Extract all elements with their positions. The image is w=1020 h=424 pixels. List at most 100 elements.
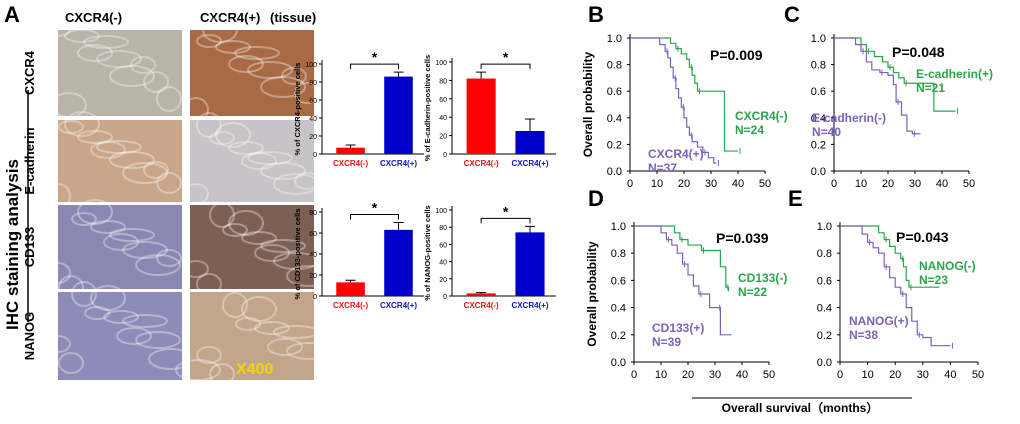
bar-tick-label: 40 <box>439 260 447 267</box>
tissue-texture <box>122 241 168 259</box>
tissue-texture <box>222 223 248 237</box>
tissue-texture <box>143 71 169 93</box>
tissue-texture <box>196 34 222 48</box>
tissue-texture <box>45 262 71 284</box>
tissue-texture <box>294 172 320 190</box>
km-pvalue: P=0.048 <box>892 44 945 60</box>
tissue-texture <box>90 141 126 159</box>
km-xtick-label: 50 <box>963 178 975 190</box>
tissue-texture <box>122 314 168 328</box>
km-ytick-label: 0.2 <box>817 330 832 342</box>
ihc-row-label: CXCR4 <box>22 50 37 95</box>
bar-category-label: CXCR4(+) <box>380 159 417 168</box>
tissue-texture <box>294 82 320 104</box>
km-ytick-label: 0.0 <box>817 357 832 369</box>
km-plot-km-B: B 0.0 0.2 0.4 0.6 0.8 1.0 0 10 20 30 40 50 Overall pr… <box>581 2 788 190</box>
ihc-tile <box>58 205 182 289</box>
tissue-texture <box>64 111 100 137</box>
bar-ylabel: % of CXCR4-positive cells <box>293 63 302 156</box>
survival-xlabel: Overall survival（months） <box>722 400 879 415</box>
km-series-label: CXCR4(-) <box>735 109 788 123</box>
bar-tick-label: 60 <box>439 97 447 104</box>
km-xtick-label: 10 <box>861 369 873 381</box>
km-xtick-label: 20 <box>678 178 690 190</box>
bar-tick-label: 80 <box>439 225 447 232</box>
km-xtick-label: 50 <box>763 369 775 381</box>
km-xtick-label: 0 <box>831 178 837 190</box>
significance-bracket <box>350 63 399 70</box>
tissue-texture <box>260 239 306 253</box>
tissue-texture <box>84 306 110 320</box>
km-ytick-label: 0.4 <box>817 303 832 315</box>
tissue-texture <box>64 29 100 43</box>
tissue-texture <box>267 338 303 356</box>
bar-tick-label: 60 <box>309 98 317 105</box>
km-ytick-label: 0.2 <box>607 139 622 151</box>
tissue-texture <box>58 120 84 134</box>
km-ytick-label: 0.8 <box>817 248 832 260</box>
panel-label-d: D <box>588 186 604 211</box>
bar-mark <box>384 229 413 296</box>
km-series-label: NANOG(+) <box>849 314 909 328</box>
tissue-texture <box>254 244 290 262</box>
bar-tick-label: 40 <box>309 116 317 123</box>
tissue-texture <box>215 40 251 54</box>
tissue-texture <box>45 23 71 37</box>
tissue-texture <box>234 46 280 60</box>
km-curve-pos <box>834 37 921 135</box>
km-ytick-label: 0.0 <box>607 166 622 178</box>
tissue-texture <box>96 50 142 68</box>
bar-mark <box>384 76 413 154</box>
km-series-label: E-cadherin(-) <box>812 111 886 125</box>
km-xtick-label: 30 <box>709 369 721 381</box>
km-curve-neg <box>840 225 940 288</box>
km-ytick-label: 0.6 <box>611 275 626 287</box>
tissue-texture <box>222 292 248 318</box>
tissue-texture <box>209 131 235 145</box>
panel-label-a: A <box>4 2 20 27</box>
bar-tick-label: 0 <box>313 294 317 301</box>
km-ytick-label: 0.0 <box>611 357 626 369</box>
tissue-texture <box>77 199 113 225</box>
tissue-texture <box>202 17 238 43</box>
tissue-texture <box>130 56 156 74</box>
km-series-label: NANOG(-) <box>919 259 976 273</box>
km-series-label: CXCR4(+) <box>648 147 704 161</box>
tissue-texture <box>135 254 181 276</box>
bar-tick-label: 100 <box>435 60 447 67</box>
km-series-label: N=39 <box>652 335 681 349</box>
bar-ylabel: % of CD133-positive cells <box>293 209 302 300</box>
bar-tick-label: 0 <box>443 294 447 301</box>
significance-bracket <box>480 63 531 70</box>
km-ytick-label: 1.0 <box>817 221 832 233</box>
km-plot-km-E: E 0.0 0.2 0.4 0.6 0.8 1.0 0 10 20 30 40 50 P=0.043 NAN… <box>788 186 984 381</box>
km-xtick-label: 40 <box>732 178 744 190</box>
ihc-tile <box>190 120 314 202</box>
ihc-row-label: NANOG <box>22 312 37 360</box>
km-ylabel: Overall probability <box>585 241 599 347</box>
header-tissue: (tissue) <box>270 10 316 25</box>
bar-tick-label: 0 <box>313 152 317 159</box>
bar-mark <box>515 131 545 154</box>
km-ytick-label: 1.0 <box>811 33 826 45</box>
significance-star: * <box>503 203 509 219</box>
km-ytick-label: 0.4 <box>811 113 826 125</box>
tissue-texture <box>209 363 235 385</box>
km-ylabel: Overall probability <box>581 51 595 157</box>
tissue-texture <box>122 162 168 184</box>
tissue-texture <box>273 325 319 339</box>
km-series-label: CD133(-) <box>738 271 787 285</box>
header-cxcr4-neg: CXCR4(-) <box>65 10 122 25</box>
tissue-texture <box>260 76 306 98</box>
bar-ylabel: % of NANOG-positive cells <box>423 205 432 300</box>
km-xtick-label: 0 <box>627 178 633 190</box>
km-series-label: N=22 <box>738 285 767 299</box>
tissue-texture <box>260 162 306 180</box>
bar-chart-bar-nanog: 0 20 40 60 80 100% of NANOG-positive cells CXC… <box>423 203 556 310</box>
km-curve-neg <box>630 37 738 152</box>
km-curve-pos <box>630 37 717 164</box>
tissue-texture <box>45 335 71 353</box>
tissue-texture <box>286 265 332 287</box>
tissue-texture <box>247 151 293 165</box>
